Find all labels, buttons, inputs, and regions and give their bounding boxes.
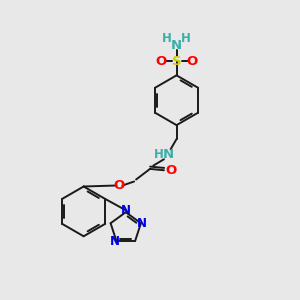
Text: N: N <box>110 235 120 248</box>
Text: H: H <box>181 32 191 45</box>
Text: O: O <box>165 164 176 177</box>
Text: N: N <box>121 204 131 218</box>
Text: N: N <box>137 217 147 230</box>
Text: O: O <box>187 55 198 68</box>
Text: H: H <box>154 148 164 161</box>
Text: S: S <box>172 55 182 68</box>
Text: H: H <box>162 32 172 45</box>
Text: N: N <box>162 148 173 161</box>
Text: N: N <box>171 39 182 52</box>
Text: O: O <box>113 179 125 192</box>
Text: O: O <box>155 55 166 68</box>
